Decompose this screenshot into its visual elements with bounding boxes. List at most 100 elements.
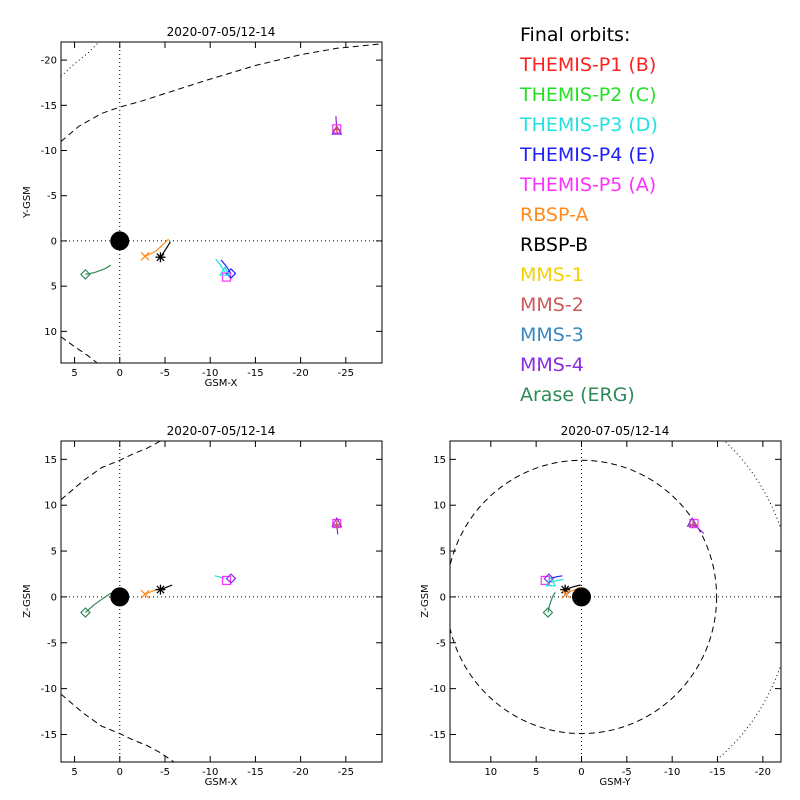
y-tick-label: 10	[433, 501, 446, 512]
y-tick-label: 0	[51, 592, 57, 603]
y-tick-label: 5	[440, 547, 446, 558]
legend-entry-mms-1: MMS-1	[520, 264, 584, 286]
x-tick-label: -10	[664, 767, 680, 778]
spacecraft-marker-triangle	[219, 265, 231, 276]
x-tick-label: -10	[202, 368, 218, 379]
x-tick-label: -5	[160, 368, 170, 379]
legend-entry-mms-3: MMS-3	[520, 324, 584, 346]
x-tick-label: -5	[622, 767, 632, 778]
y-tick-label: -15	[41, 101, 57, 112]
orbit-track	[144, 238, 170, 257]
orbit-track	[548, 575, 563, 580]
legend-entry-mms-4: MMS-4	[520, 354, 584, 376]
y-tick-label: 10	[44, 501, 57, 512]
spacecraft-marker-asterisk	[155, 584, 166, 595]
y-tick-label: -10	[430, 684, 446, 695]
y-tick-label: 15	[433, 455, 446, 466]
magnetopause-curve	[61, 441, 161, 501]
x-tick-label: -15	[247, 767, 263, 778]
x-tick-label: 0	[117, 767, 123, 778]
spacecraft-marker-diamond	[225, 573, 237, 584]
spacecraft-marker-square	[221, 575, 232, 586]
y-tick-label: 15	[44, 455, 57, 466]
spacecraft-marker-diamond	[542, 607, 554, 618]
x-tick-label: -20	[292, 368, 308, 379]
orbit-track	[692, 523, 705, 535]
x-axis-label: GSM-X	[205, 378, 238, 389]
spacecraft-marker-plus	[332, 520, 341, 529]
x-tick-label: 5	[71, 368, 77, 379]
spacecraft-marker-triangle	[686, 516, 698, 527]
legend-entry-themis-p2: THEMIS-P2 (C)	[520, 84, 657, 106]
spacecraft-marker-asterisk	[155, 252, 166, 263]
y-tick-label: 0	[51, 236, 57, 247]
plot-frame	[60, 41, 383, 364]
spacecraft-marker-diamond	[80, 607, 91, 618]
y-tick-label: 5	[51, 547, 57, 558]
legend-entry-themis-p5: THEMIS-P5 (A)	[520, 174, 657, 196]
x-tick-label: 5	[71, 767, 77, 778]
y-axis-label: Z-GSM	[22, 584, 33, 617]
y-tick-label: 5	[51, 282, 57, 293]
spacecraft-marker-x	[561, 589, 571, 599]
magnetopause-curve	[61, 43, 382, 142]
plot-frame	[449, 440, 782, 763]
x-tick-label: -20	[755, 767, 771, 778]
bow-shock-curve	[61, 42, 100, 77]
legend-entry-rbsp-b: RBSP-B	[520, 234, 589, 256]
x-tick-label: -5	[160, 767, 170, 778]
y-tick-label: -5	[47, 191, 57, 202]
x-tick-label: -25	[338, 368, 354, 379]
earth-disk	[110, 587, 130, 607]
x-tick-label: 0	[578, 767, 584, 778]
legend-entry-themis-p4: THEMIS-P4 (E)	[520, 144, 656, 166]
legend-entry-rbsp-a: RBSP-A	[520, 204, 589, 226]
y-tick-label: -5	[47, 638, 57, 649]
spacecraft-marker-square	[689, 518, 699, 529]
spacecraft-marker-plus	[689, 520, 698, 529]
y-tick-label: -5	[436, 638, 446, 649]
y-tick-label: -15	[41, 730, 57, 741]
x-tick-label: 0	[117, 368, 123, 379]
x-axis-label: GSM-Y	[599, 777, 631, 788]
y-tick-label: -10	[41, 146, 57, 157]
x-tick-label: -10	[202, 767, 218, 778]
orbit-track	[85, 592, 112, 613]
panel-title: 2020-07-05/12-14	[561, 424, 670, 438]
orbit-track	[160, 584, 173, 591]
xy-plane-panel: 2020-07-05/12-14 GSM-X Y-GSM 5 0 -5 -10 -15 -…	[22, 25, 383, 389]
y-tick-label: -20	[41, 56, 57, 67]
legend-entry-mms-2: MMS-2	[520, 294, 584, 316]
x-axis-label: GSM-X	[205, 777, 238, 788]
xz-plane-panel: 2020-07-05/12-14 GSM-X Z-GSM 5 0 -5 -10 -15 -…	[22, 424, 383, 788]
spacecraft-marker-diamond	[543, 573, 555, 584]
orbit-track	[85, 264, 112, 275]
orbit-track	[565, 584, 581, 591]
x-tick-label: -20	[292, 767, 308, 778]
x-tick-label: -25	[338, 767, 354, 778]
legend: Final orbits: THEMIS-P1 (B) THEMIS-P2 (C…	[520, 20, 658, 410]
panel-title: 2020-07-05/12-14	[167, 424, 276, 438]
spacecraft-marker-asterisk	[560, 584, 571, 595]
legend-entry-arase: Arase (ERG)	[520, 384, 635, 406]
spacecraft-marker-x	[140, 589, 150, 599]
yz-plane-panel: 2020-07-05/12-14 GSM-Y Z-GSM 10 5 0 -5 -10 -1…	[420, 424, 782, 788]
x-tick-label: 5	[533, 767, 539, 778]
y-tick-label: -10	[41, 684, 57, 695]
y-tick-label: 10	[44, 327, 57, 338]
earth-disk	[110, 231, 130, 251]
magnetopause-curve	[61, 693, 175, 762]
legend-title: Final orbits:	[520, 24, 631, 46]
legend-entry-themis-p3: THEMIS-P3 (D)	[520, 114, 658, 136]
x-tick-label: -15	[247, 368, 263, 379]
x-tick-label: -15	[709, 767, 725, 778]
legend-entry-themis-p1: THEMIS-P1 (B)	[520, 54, 657, 76]
magnetopause-circle	[450, 459, 718, 735]
spacecraft-marker-x	[140, 251, 150, 261]
plot-frame	[60, 440, 383, 763]
spacecraft-marker-diamond	[80, 269, 91, 280]
y-tick-label: 0	[440, 592, 446, 603]
x-tick-label: 10	[484, 767, 497, 778]
spacecraft-marker-plus	[332, 125, 341, 134]
